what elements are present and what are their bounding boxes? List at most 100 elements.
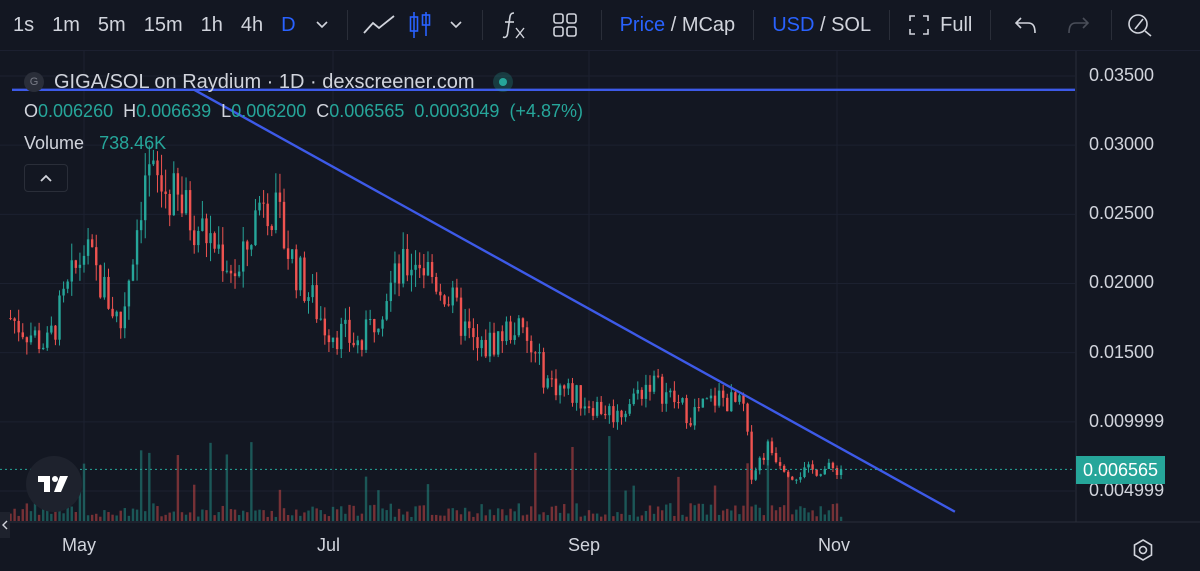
candle-body xyxy=(517,318,521,336)
close-label: C xyxy=(316,101,330,121)
volume-bar xyxy=(525,514,529,521)
chart-canvas[interactable] xyxy=(0,51,1200,571)
candle-body xyxy=(587,406,591,409)
candle-body xyxy=(534,352,537,354)
current-price-tag: 0.006565 xyxy=(1076,456,1165,484)
volume-value: 738.46K xyxy=(99,133,167,153)
price-option[interactable]: Price xyxy=(619,13,666,36)
volume-bar xyxy=(225,454,229,521)
tradingview-logo-icon[interactable] xyxy=(26,456,82,512)
candle-body xyxy=(762,457,766,460)
candle-body xyxy=(422,268,426,276)
candle-body xyxy=(669,390,672,393)
volume-bar xyxy=(254,510,257,521)
layout-grid-icon[interactable] xyxy=(537,0,593,51)
candle-body xyxy=(373,319,376,333)
timeframe-5m[interactable]: 5m xyxy=(97,13,126,36)
candles-icon[interactable] xyxy=(402,0,438,51)
volume-bar xyxy=(25,503,29,521)
candle-body xyxy=(17,320,20,333)
volume-bar xyxy=(426,484,430,521)
volume-bar xyxy=(139,450,143,521)
line-chart-icon[interactable] xyxy=(356,0,402,51)
candle-body xyxy=(209,233,212,244)
volume-bar xyxy=(340,506,343,521)
volume-bar xyxy=(164,514,167,521)
volume-bar xyxy=(455,510,459,521)
candle-body xyxy=(237,271,241,277)
volume-bar xyxy=(620,513,623,521)
candle-body xyxy=(484,339,487,357)
collapse-legend-button[interactable] xyxy=(24,164,68,192)
price-chart[interactable] xyxy=(0,51,1200,571)
candle-body xyxy=(705,398,709,400)
volume-bar xyxy=(41,504,45,521)
candle-body xyxy=(295,249,298,291)
candle-body xyxy=(307,297,310,301)
candle-body xyxy=(377,328,380,333)
timeframe-15m[interactable]: 15m xyxy=(143,13,183,36)
volume-bar xyxy=(709,504,713,521)
volume-bar xyxy=(344,513,347,521)
chevron-down-icon[interactable] xyxy=(305,0,339,51)
volume-bar xyxy=(233,509,237,521)
volume-bar xyxy=(587,510,591,521)
volume-bar xyxy=(274,516,278,521)
volume-bar xyxy=(640,515,644,521)
candle-body xyxy=(632,393,635,405)
price-mcap-toggle[interactable]: Price / MCap xyxy=(619,13,736,36)
volume-bar xyxy=(656,506,660,521)
candle-body xyxy=(213,233,216,249)
sol-option[interactable]: SOL xyxy=(831,13,872,36)
mcap-option[interactable]: MCap xyxy=(681,13,736,36)
currency-toggle[interactable]: USD / SOL xyxy=(772,13,872,36)
candle-body xyxy=(620,410,623,418)
volume-bar xyxy=(290,515,294,521)
candle-body xyxy=(488,332,492,357)
volume-bar xyxy=(368,505,372,521)
full-button[interactable]: Full xyxy=(898,14,982,37)
volume-bar xyxy=(335,509,339,521)
timeframe-4h[interactable]: 4h xyxy=(240,13,264,36)
screenshot-icon[interactable] xyxy=(1120,0,1160,51)
candle-body xyxy=(205,218,208,244)
timeframe-1m[interactable]: 1m xyxy=(52,13,80,36)
volume-bar xyxy=(119,510,122,521)
volume-bar xyxy=(734,505,737,521)
candle-body xyxy=(529,340,533,353)
volume-bar xyxy=(217,512,220,521)
volume-bar xyxy=(778,507,782,521)
chevron-up-icon xyxy=(40,174,52,182)
timeframe-d[interactable]: D xyxy=(281,13,296,36)
volume-bar xyxy=(604,514,607,521)
chart-settings-button[interactable] xyxy=(1128,535,1158,565)
undo-icon[interactable] xyxy=(999,0,1053,51)
candle-body xyxy=(364,319,368,350)
indicators-fx-icon[interactable] xyxy=(491,0,537,51)
candle-body xyxy=(754,470,757,480)
candle-body xyxy=(463,321,467,336)
volume-bar xyxy=(579,516,582,521)
usd-option[interactable]: USD xyxy=(772,13,815,36)
volume-bar xyxy=(9,513,12,521)
scroll-left-handle[interactable] xyxy=(0,512,10,538)
candle-body xyxy=(636,389,639,394)
open-label: O xyxy=(24,101,39,121)
chevron-down-icon[interactable] xyxy=(438,0,474,51)
volume-bar xyxy=(278,489,282,521)
candle-body xyxy=(66,281,69,289)
volume-bar xyxy=(397,508,401,521)
candle-body xyxy=(811,464,814,470)
candle-body xyxy=(360,340,364,350)
candle-body xyxy=(29,335,33,343)
candle-body xyxy=(795,479,798,481)
timeframe-1h[interactable]: 1h xyxy=(200,13,223,36)
candle-body xyxy=(782,465,786,472)
redo-icon[interactable] xyxy=(1053,0,1103,51)
candle-body xyxy=(82,255,86,265)
timeframe-1s[interactable]: 1s xyxy=(13,13,35,36)
volume-bar xyxy=(307,510,310,521)
volume-bar xyxy=(282,508,286,521)
candle-body xyxy=(348,319,351,343)
volume-bar xyxy=(82,463,86,521)
